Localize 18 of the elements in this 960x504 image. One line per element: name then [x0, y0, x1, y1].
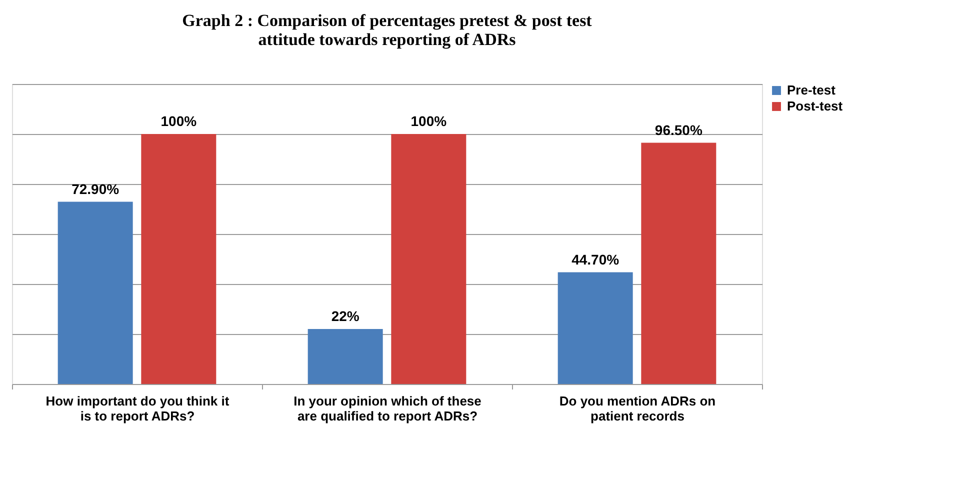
data-label: 100% [160, 113, 198, 129]
data-label: 96.50% [654, 122, 703, 138]
bar [58, 202, 133, 384]
legend-label: Post-test [787, 98, 844, 114]
bar [141, 134, 216, 384]
data-label: 22% [331, 308, 360, 324]
x-tick-label: In your opinion which of these are qualified to report ADRs? [294, 394, 482, 424]
data-label: 72.90% [72, 180, 120, 197]
data-label: 100% [410, 113, 448, 129]
bar [308, 329, 383, 384]
legend-label: Pre-test [787, 82, 836, 98]
bar [558, 272, 633, 384]
x-tick-label: How important do you think it is to report ADRs? [46, 394, 230, 424]
chart-title: Graph 2 : Comparison of percentages pretest & post test attitude towards reporting of ADRs [182, 11, 592, 49]
data-label: 44.70% [572, 251, 620, 268]
x-tick-label: Do you mention ADRs on patient records [559, 394, 716, 424]
bar [641, 142, 716, 384]
bar [391, 134, 466, 384]
